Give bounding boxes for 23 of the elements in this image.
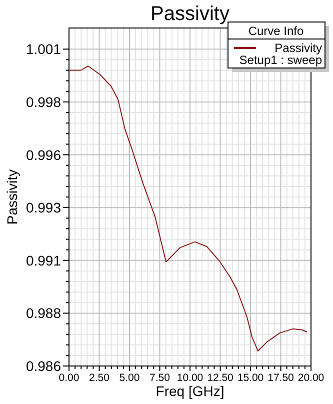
x-tick-label: 2.50 [89, 372, 110, 384]
x-axis-title: Freq [GHz] [156, 383, 224, 399]
annotation: Setup1 : sweep [239, 53, 322, 67]
y-tick-label: 1.001 [26, 41, 62, 58]
y-tick-label: 0.993 [26, 200, 62, 216]
legend-title: Curve Info [248, 24, 304, 38]
y-tick-label: 0.991 [26, 252, 62, 268]
y-axis-title: Passivity [4, 169, 20, 225]
x-tick-label: 15.00 [237, 372, 264, 384]
x-tick-label: 17.50 [268, 372, 294, 384]
x-tick-label: 12.50 [207, 372, 234, 384]
y-tick-label: 0.986 [26, 358, 62, 374]
x-tick-label: 10.00 [176, 372, 204, 384]
y-tick-label: 0.998 [26, 94, 62, 110]
line-series [68, 66, 308, 352]
x-tick-label: 7.50 [150, 372, 170, 384]
x-tick-label: 5.00 [119, 372, 140, 384]
y-tick-label: 0.988 [26, 305, 62, 322]
chart-title: Passivity [150, 3, 230, 25]
legend-label: Passivity [274, 41, 322, 55]
x-tick-label: 20.00 [298, 372, 324, 384]
y-tick-label: 0.996 [26, 146, 62, 163]
x-tick-label: 0.00 [58, 372, 80, 384]
